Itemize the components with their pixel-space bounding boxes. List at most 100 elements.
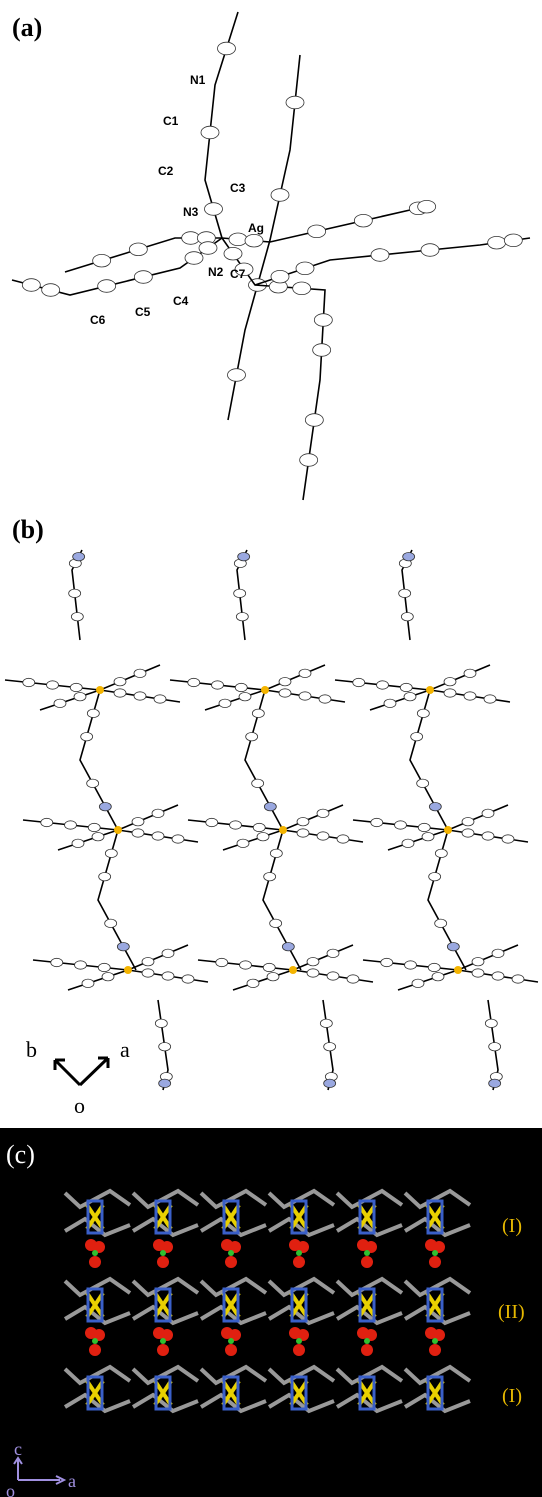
atom	[371, 818, 383, 826]
bond	[410, 690, 448, 830]
atom	[87, 779, 99, 787]
atom	[428, 963, 440, 971]
atom	[102, 972, 114, 980]
atom	[271, 189, 289, 202]
atom	[188, 678, 200, 686]
atom	[270, 919, 282, 927]
atom	[99, 802, 111, 810]
layer-label: (II)	[498, 1301, 525, 1323]
atom	[54, 699, 66, 707]
bond	[98, 830, 136, 970]
atom	[230, 821, 242, 829]
anion	[228, 1250, 234, 1256]
atom	[252, 779, 264, 787]
atom	[377, 681, 389, 689]
atom	[485, 1019, 497, 1027]
atom	[422, 832, 434, 840]
atom	[51, 958, 63, 966]
atom	[417, 709, 429, 717]
atom	[482, 809, 494, 817]
atom	[264, 802, 276, 810]
atom	[512, 975, 524, 983]
atom	[152, 832, 164, 840]
atom	[435, 849, 447, 857]
atom	[279, 677, 291, 685]
atom	[299, 669, 311, 677]
atom	[464, 692, 476, 700]
atom	[172, 835, 184, 843]
atom	[300, 454, 318, 467]
atom	[65, 821, 77, 829]
atom	[105, 849, 117, 857]
atom	[432, 972, 444, 980]
anion	[89, 1256, 101, 1268]
atom	[74, 692, 86, 700]
anion	[429, 1344, 441, 1356]
panel-label: (b)	[12, 515, 44, 544]
anion	[228, 1338, 234, 1344]
atom	[81, 732, 93, 740]
atom	[317, 809, 329, 817]
atom	[462, 817, 474, 825]
atom	[142, 969, 154, 977]
atom	[205, 203, 223, 216]
atom	[402, 839, 414, 847]
atom-label: C1	[163, 114, 179, 128]
atom	[41, 818, 53, 826]
atom	[238, 552, 250, 560]
atom	[492, 949, 504, 957]
atom	[229, 233, 247, 246]
silver-atom	[114, 826, 122, 834]
atom	[199, 242, 217, 255]
panel-label: (a)	[12, 13, 42, 42]
atom	[492, 972, 504, 980]
atom	[75, 961, 87, 969]
anion	[364, 1338, 370, 1344]
atom	[293, 282, 311, 295]
atom-label: N1	[190, 73, 206, 87]
atom	[134, 271, 152, 284]
bond	[263, 830, 301, 970]
atom	[239, 692, 251, 700]
atom	[201, 126, 219, 139]
atom-label: C4	[173, 294, 189, 308]
atom	[286, 96, 304, 109]
atom	[484, 695, 496, 703]
silver-atom	[454, 966, 462, 974]
atom	[327, 972, 339, 980]
atom	[297, 817, 309, 825]
axis-label: b	[26, 1037, 37, 1062]
atom	[381, 958, 393, 966]
atom	[320, 1019, 332, 1027]
atom	[88, 823, 100, 831]
atom	[73, 552, 85, 560]
atom	[245, 234, 263, 247]
atom	[252, 709, 264, 717]
atom	[134, 669, 146, 677]
atom	[159, 1042, 171, 1050]
atom	[182, 975, 194, 983]
silver-atom	[96, 686, 104, 694]
atom	[240, 961, 252, 969]
atom	[297, 829, 309, 837]
atom	[384, 699, 396, 707]
anion	[361, 1256, 373, 1268]
atom	[114, 677, 126, 685]
atom	[296, 262, 314, 275]
atom	[162, 972, 174, 980]
atom	[305, 414, 323, 427]
atom-label: Ag	[248, 221, 264, 235]
atom	[47, 681, 59, 689]
anion	[160, 1250, 166, 1256]
bond	[428, 830, 466, 970]
atom	[185, 252, 203, 265]
atom	[319, 695, 331, 703]
atom	[418, 200, 436, 213]
anion	[432, 1250, 438, 1256]
atom	[98, 963, 110, 971]
page: (a) N1 C1 C2 C3 N3 Ag N2 C7 C6 C5 C4 (b)…	[0, 0, 542, 1497]
anion	[92, 1338, 98, 1344]
bond	[245, 690, 283, 830]
atom	[134, 692, 146, 700]
atom	[462, 829, 474, 837]
